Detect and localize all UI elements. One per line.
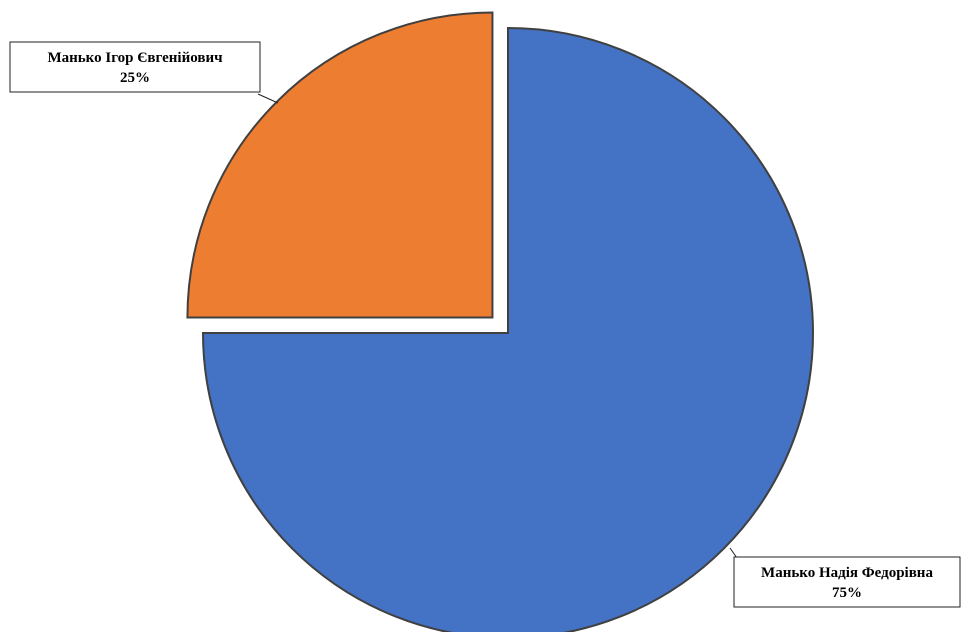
pie-slice	[186, 11, 494, 319]
leader-line	[729, 547, 738, 559]
data-label: Манько Ігор Євгенійович 25%	[9, 41, 279, 104]
data-label-percent: 75%	[832, 585, 862, 601]
leader-line	[257, 93, 279, 104]
data-label-percent: 25%	[120, 70, 150, 86]
data-label-name: Манько Ігор Євгенійович	[47, 50, 223, 66]
pie-slice	[201, 26, 814, 632]
data-label-box	[9, 41, 261, 93]
data-label: Манько Надія Федорівна 75%	[729, 547, 961, 608]
data-label-box	[733, 556, 961, 608]
data-label-name: Манько Надія Федорівна	[761, 565, 933, 581]
